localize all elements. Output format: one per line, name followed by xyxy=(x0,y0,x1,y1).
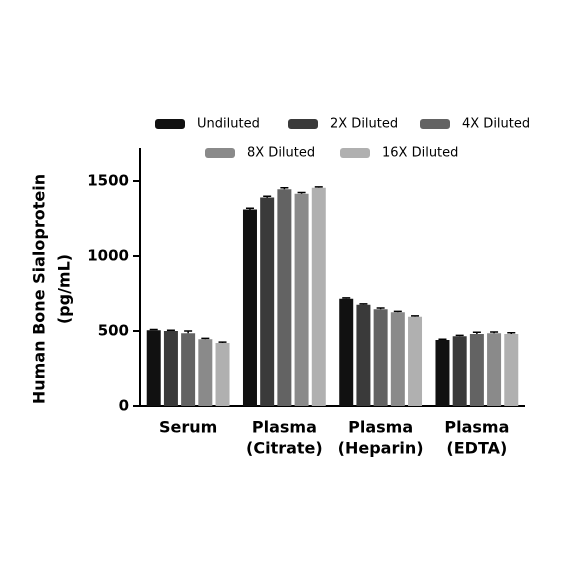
legend-swatch xyxy=(420,119,450,129)
legend-swatch xyxy=(205,148,235,158)
bar xyxy=(260,197,275,406)
y-tick-label: 500 xyxy=(98,322,129,340)
bar xyxy=(339,298,354,406)
bar xyxy=(452,336,467,406)
bar xyxy=(181,333,196,406)
legend-swatch xyxy=(288,119,318,129)
error-bar xyxy=(490,331,499,334)
legend-label: 4X Diluted xyxy=(462,117,530,132)
bar xyxy=(215,343,230,406)
error-bar xyxy=(438,338,447,340)
bar xyxy=(198,339,213,406)
error-bar xyxy=(376,307,385,310)
error-bar xyxy=(218,341,227,343)
y-tick-label: 1000 xyxy=(87,247,129,265)
x-tick-label: (Heparin) xyxy=(338,439,424,458)
x-tick-label: Plasma xyxy=(444,418,509,437)
bar xyxy=(356,304,371,406)
bar xyxy=(146,330,161,406)
error-bar xyxy=(245,207,254,210)
bar xyxy=(277,189,292,406)
error-bar xyxy=(411,315,420,317)
bar xyxy=(504,334,519,406)
error-bar xyxy=(455,334,464,337)
y-axis-label: Human Bone Sialoprotein xyxy=(30,174,49,404)
legend-label: 2X Diluted xyxy=(330,117,398,132)
error-bar xyxy=(314,186,323,188)
bar xyxy=(487,333,502,406)
error-bar xyxy=(280,187,289,190)
error-bar xyxy=(166,329,175,331)
x-tick-label: Plasma xyxy=(252,418,317,437)
x-tick-label: (EDTA) xyxy=(446,439,507,458)
bar xyxy=(435,340,450,406)
error-bar xyxy=(297,191,306,194)
legend-label: 8X Diluted xyxy=(247,146,315,161)
bar xyxy=(163,331,178,406)
legend-label: 16X Diluted xyxy=(382,146,458,161)
error-bar xyxy=(472,331,481,334)
x-tick-label: Serum xyxy=(159,418,217,437)
bar xyxy=(311,187,326,406)
x-tick-label: (Citrate) xyxy=(246,439,323,458)
error-bar xyxy=(342,297,351,299)
bar xyxy=(408,316,423,406)
y-axis-label: (pg/mL) xyxy=(55,254,74,324)
error-bar xyxy=(507,332,516,334)
legend-label: Undiluted xyxy=(197,117,260,132)
y-tick-label: 0 xyxy=(119,397,129,415)
bar xyxy=(294,193,309,406)
bar xyxy=(242,209,257,406)
bar xyxy=(373,309,388,406)
error-bar xyxy=(201,337,210,340)
x-tick-label: Plasma xyxy=(348,418,413,437)
error-bar xyxy=(359,303,368,305)
error-bar xyxy=(393,310,402,313)
error-bar xyxy=(184,330,193,334)
legend-swatch xyxy=(340,148,370,158)
bar xyxy=(469,334,484,406)
bar xyxy=(390,312,405,406)
error-bar xyxy=(263,195,272,198)
error-bar xyxy=(149,328,158,331)
legend-swatch xyxy=(155,119,185,129)
y-tick-label: 1500 xyxy=(87,172,129,190)
